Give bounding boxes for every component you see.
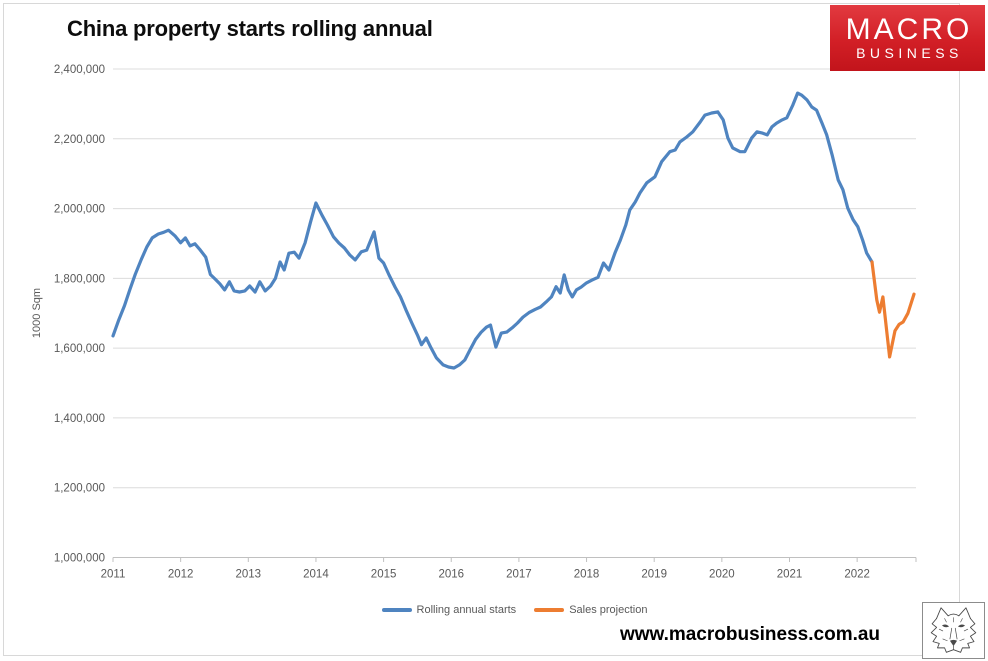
- y-tick-label: 1,400,000: [54, 413, 105, 425]
- logo-text-business: BUSINESS: [856, 45, 963, 61]
- y-axis-title: 1000 Sqm: [31, 288, 43, 338]
- x-tick-label: 2016: [438, 569, 464, 581]
- y-tick-label: 1,800,000: [54, 273, 105, 285]
- legend-swatch: [534, 608, 565, 612]
- y-tick-label: 1,600,000: [54, 343, 105, 355]
- chart-legend: Rolling annual starts Sales projection: [113, 604, 916, 616]
- x-tick-label: 2012: [168, 569, 194, 581]
- macrobusiness-logo: MACRO BUSINESS: [830, 5, 985, 71]
- y-tick-label: 2,400,000: [54, 64, 105, 76]
- wolf-logo: [922, 602, 985, 659]
- y-tick-label: 2,000,000: [54, 204, 105, 216]
- y-tick-label: 1,000,000: [54, 553, 105, 565]
- x-tick-label: 2022: [844, 569, 870, 581]
- series-line-rolling-annual-starts: [111, 91, 874, 370]
- x-tick-label: 2015: [371, 569, 397, 581]
- x-tick-label: 2020: [709, 569, 735, 581]
- x-tick-label: 2021: [777, 569, 803, 581]
- legend-item-sales-projection: Sales projection: [534, 604, 647, 616]
- legend-swatch: [381, 608, 412, 612]
- x-tick-label: 2017: [506, 569, 532, 581]
- x-tick-label: 2013: [236, 569, 262, 581]
- y-tick-label: 1,200,000: [54, 483, 105, 495]
- x-tick-label: 2011: [101, 569, 126, 581]
- series-line-sales-projection: [870, 260, 916, 359]
- wolf-sketch-icon: [930, 607, 977, 653]
- legend-item-rolling-annual-starts: Rolling annual starts: [381, 604, 517, 616]
- legend-label: Sales projection: [569, 604, 648, 616]
- x-tick-label: 2019: [641, 569, 667, 581]
- legend-label: Rolling annual starts: [416, 604, 517, 616]
- chart-title: China property starts rolling annual: [67, 16, 433, 41]
- y-tick-label: 2,200,000: [54, 134, 105, 146]
- x-tick-label: 2014: [303, 569, 329, 581]
- x-tick-label: 2018: [574, 569, 600, 581]
- website-url: www.macrobusiness.com.au: [619, 624, 881, 645]
- chart-frame: [3, 3, 960, 656]
- logo-text-macro: MACRO: [845, 13, 973, 46]
